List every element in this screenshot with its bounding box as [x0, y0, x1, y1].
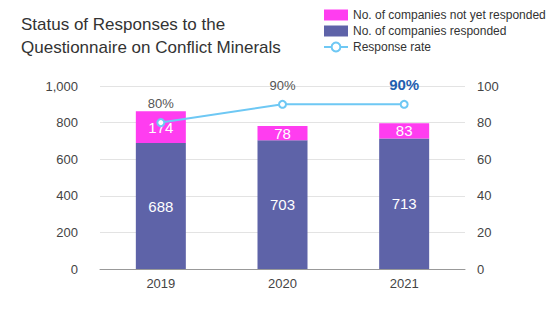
svg-text:No. of companies responded: No. of companies responded	[353, 24, 506, 38]
svg-text:Status of Responses to the: Status of Responses to the	[21, 15, 225, 34]
svg-text:713: 713	[392, 195, 417, 212]
svg-text:200: 200	[56, 225, 78, 240]
svg-text:174: 174	[148, 118, 174, 136]
svg-text:60: 60	[477, 152, 491, 167]
svg-text:83: 83	[396, 122, 413, 139]
svg-text:703: 703	[270, 196, 295, 213]
svg-text:800: 800	[56, 115, 78, 130]
svg-text:90%: 90%	[269, 78, 295, 93]
svg-text:688: 688	[148, 198, 173, 215]
svg-text:600: 600	[56, 152, 78, 167]
svg-text:100: 100	[477, 79, 499, 94]
svg-text:2019: 2019	[146, 276, 175, 291]
svg-text:Questionnaire on Conflict Mine: Questionnaire on Conflict Minerals	[21, 38, 281, 57]
svg-text:Response rate: Response rate	[353, 40, 431, 54]
svg-text:0: 0	[477, 262, 484, 277]
svg-text:78: 78	[274, 125, 291, 142]
svg-text:1,000: 1,000	[45, 79, 78, 94]
svg-text:80: 80	[477, 115, 491, 130]
svg-text:2021: 2021	[390, 276, 419, 291]
svg-text:20: 20	[477, 225, 491, 240]
svg-text:80%: 80%	[148, 96, 174, 111]
svg-text:No. of companies not yet respo: No. of companies not yet responded	[353, 8, 546, 22]
svg-text:0: 0	[71, 262, 78, 277]
svg-text:40: 40	[477, 188, 491, 203]
svg-text:2020: 2020	[268, 276, 297, 291]
svg-text:90%: 90%	[389, 76, 419, 93]
svg-text:400: 400	[56, 188, 78, 203]
